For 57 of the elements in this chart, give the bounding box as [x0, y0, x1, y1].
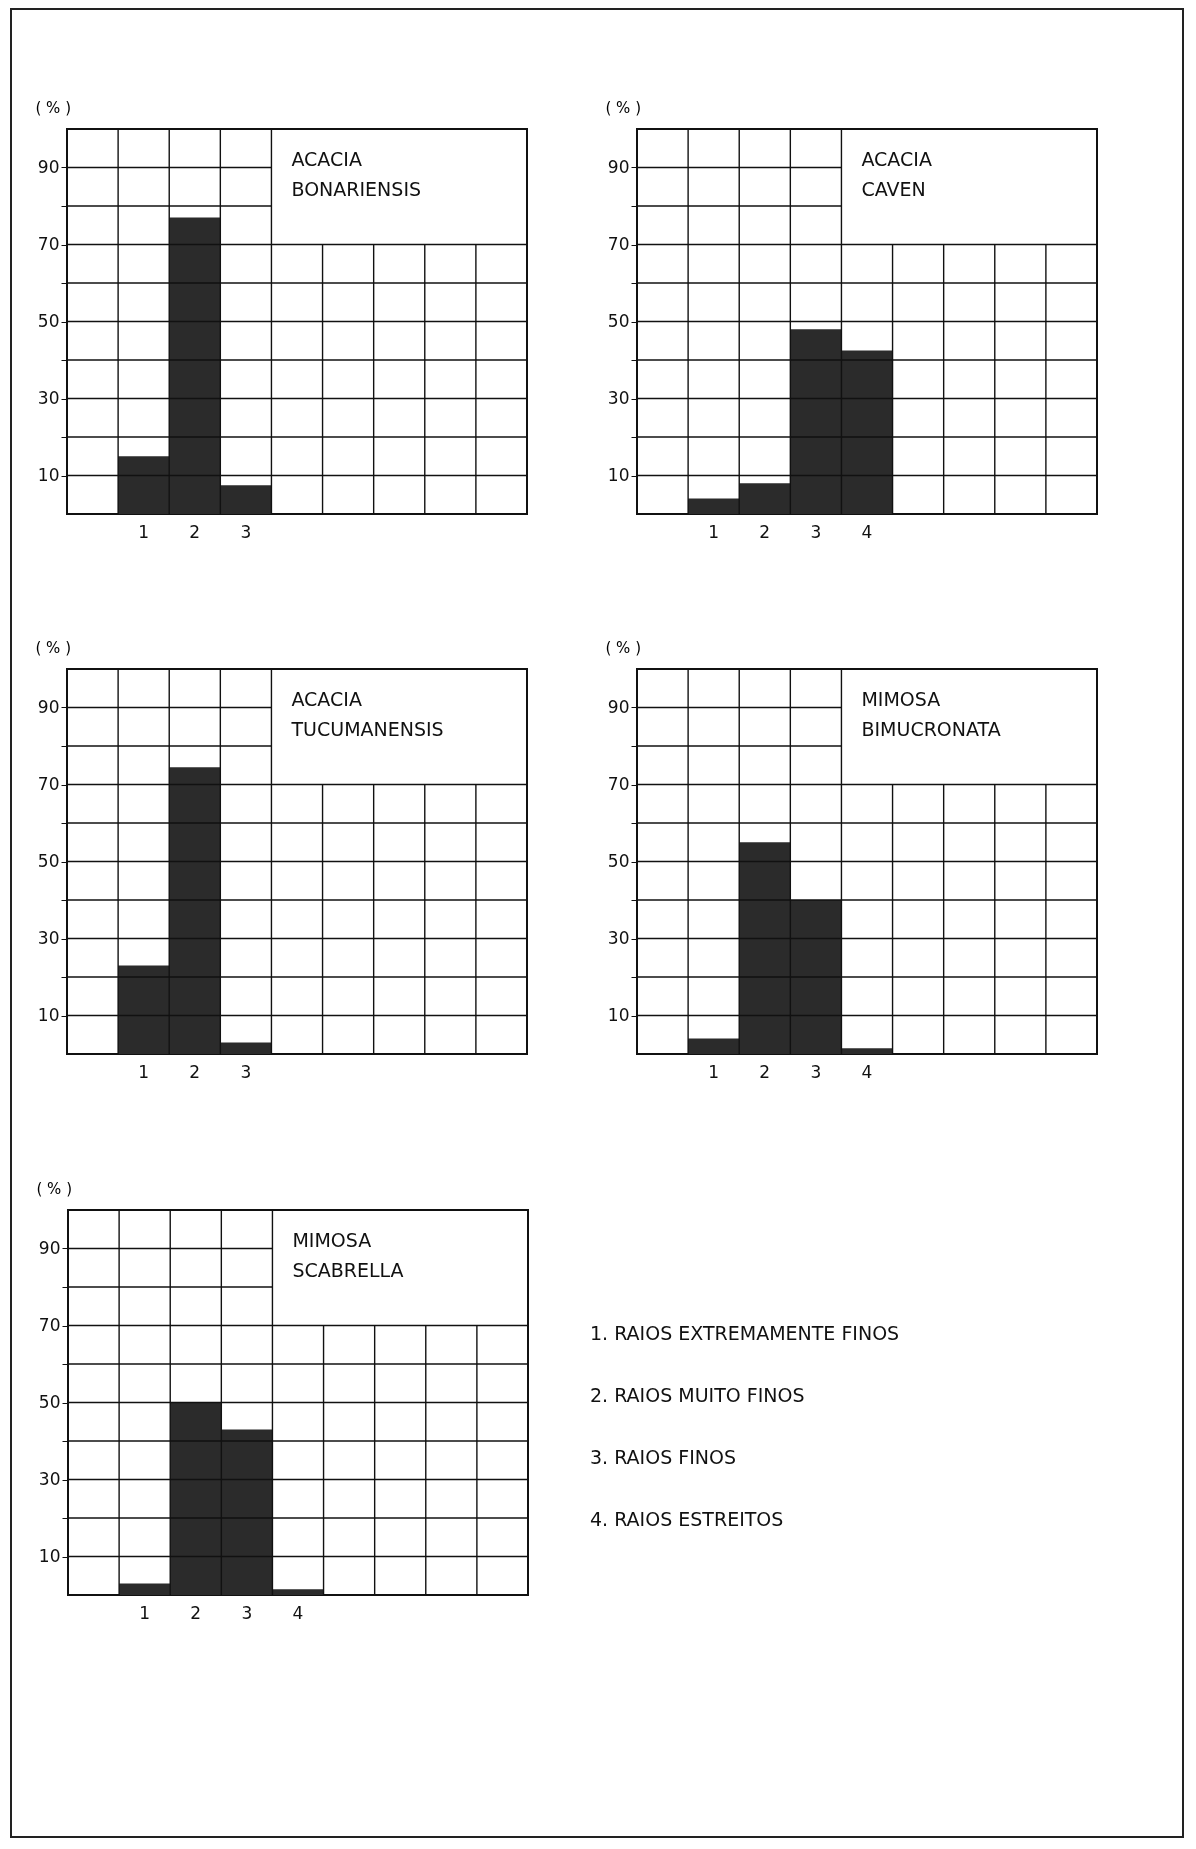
y-tick-label: 50: [37, 851, 60, 871]
text: 3. RAIOS FINOS: [590, 1446, 737, 1469]
y-tick-label: 50: [607, 311, 630, 331]
x-tick-label: 3: [810, 1061, 822, 1082]
x-tick-label: 3: [240, 1061, 252, 1082]
y-tick-label: 10: [37, 465, 60, 485]
x-tick-label: 2: [189, 1061, 201, 1082]
y-tick-label: 30: [607, 388, 630, 408]
x-tick-label: 1: [708, 521, 720, 542]
text: ACACIA CAVEN: [861, 148, 932, 200]
y-tick-label: 30: [37, 928, 60, 948]
y-axis-title: ( % ): [35, 638, 71, 657]
x-tick-label: 1: [139, 1602, 151, 1623]
y-tick-label: 70: [37, 234, 60, 254]
text: ACACIA TUCUMANENSIS: [290, 688, 444, 740]
y-tick-label: 30: [607, 928, 630, 948]
y-tick-label: 70: [37, 774, 60, 794]
x-tick-label: 3: [240, 521, 252, 542]
y-tick-label: 10: [38, 1546, 61, 1566]
y-tick-label: 50: [38, 1392, 61, 1412]
text: 4. RAIOS ESTREITOS: [590, 1508, 784, 1531]
y-tick-label: 10: [607, 465, 630, 485]
y-tick-label: 90: [38, 1238, 61, 1258]
y-tick-label: 50: [607, 851, 630, 871]
x-tick-label: 1: [138, 1061, 150, 1082]
y-tick-label: 90: [37, 157, 60, 177]
y-tick-label: 50: [37, 311, 60, 331]
x-tick-label: 2: [759, 1061, 771, 1082]
y-tick-label: 10: [37, 1005, 60, 1025]
y-tick-label: 90: [607, 697, 630, 717]
y-axis-title: ( % ): [605, 98, 641, 117]
y-axis-title: ( % ): [35, 98, 71, 117]
text: 2. RAIOS MUITO FINOS: [590, 1384, 805, 1407]
x-tick-label: 1: [708, 1061, 720, 1082]
x-tick-label: 4: [861, 1061, 873, 1082]
x-tick-label: 1: [138, 521, 150, 542]
text: MIMOSA BIMUCRONATA: [861, 688, 1001, 740]
y-axis-title: ( % ): [36, 1179, 72, 1198]
y-tick-label: 10: [607, 1005, 630, 1025]
y-tick-label: 70: [38, 1315, 61, 1335]
y-tick-label: 90: [37, 697, 60, 717]
y-tick-label: 70: [607, 234, 630, 254]
x-tick-label: 2: [759, 521, 771, 542]
x-tick-label: 4: [292, 1602, 304, 1623]
text: 1. RAIOS EXTREMAMENTE FINOS: [590, 1322, 900, 1345]
text: MIMOSA SCABRELLA: [292, 1229, 404, 1281]
y-tick-label: 30: [38, 1469, 61, 1489]
y-tick-label: 30: [37, 388, 60, 408]
y-tick-label: 90: [607, 157, 630, 177]
y-tick-label: 70: [607, 774, 630, 794]
x-tick-label: 3: [241, 1602, 253, 1623]
x-tick-label: 2: [189, 521, 201, 542]
text: ACACIA BONARIENSIS: [291, 148, 422, 200]
x-tick-label: 2: [190, 1602, 202, 1623]
x-tick-label: 4: [861, 521, 873, 542]
y-axis-title: ( % ): [605, 638, 641, 657]
x-tick-label: 3: [810, 521, 822, 542]
